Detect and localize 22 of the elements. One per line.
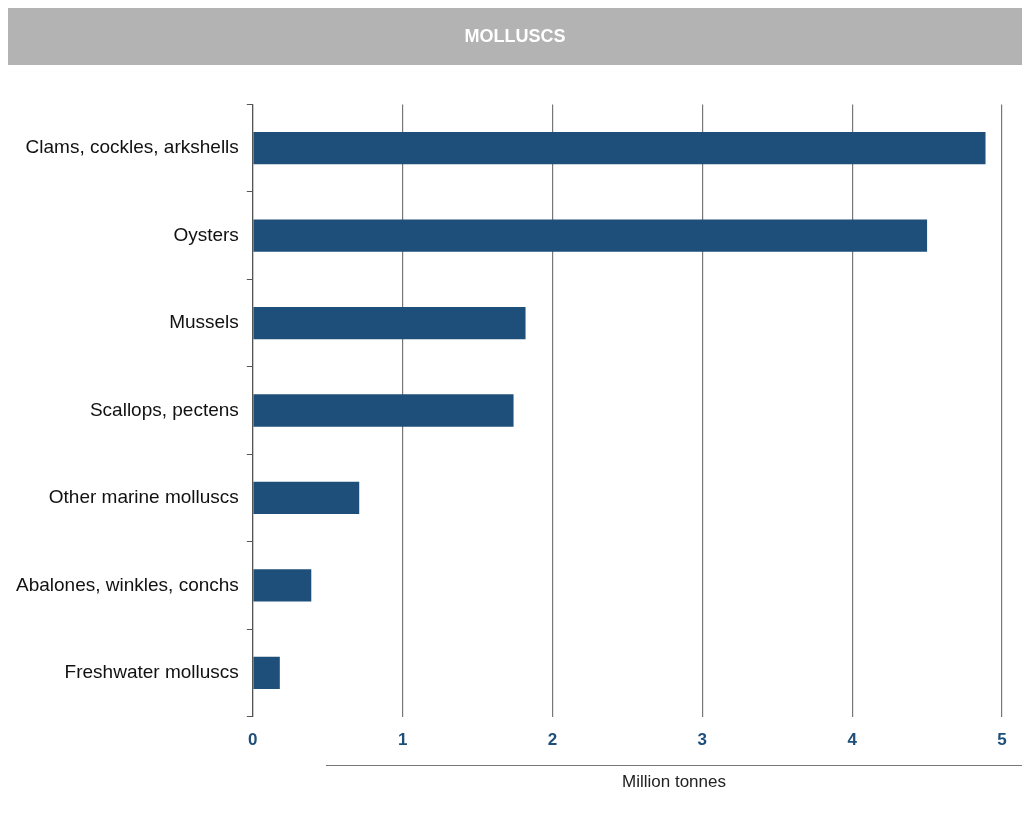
- y-tick-label: Scallops, pectens: [89, 398, 239, 420]
- x-tick-label: 2: [547, 730, 558, 750]
- y-tick-label: Clams, cockles, arkshells: [25, 136, 239, 158]
- chart-title: MOLLUSCS: [8, 8, 1022, 65]
- bar: [253, 306, 526, 340]
- y-tick-label: Freshwater molluscs: [64, 661, 239, 683]
- bar: [253, 219, 928, 252]
- y-tick-label: Mussels: [169, 311, 239, 333]
- y-tick-label: Other marine molluscs: [48, 486, 239, 508]
- bar: [253, 481, 360, 515]
- x-axis-title: Million tonnes: [326, 765, 1022, 792]
- x-tick-label: 5: [997, 730, 1007, 750]
- bar: [253, 656, 280, 690]
- y-tick-label: Abalones, winkles, conchs: [16, 573, 239, 595]
- bar: [253, 569, 312, 602]
- x-tick-label: 4: [847, 730, 858, 750]
- bar: [253, 394, 514, 427]
- x-tick-label: 3: [697, 730, 708, 750]
- y-tick-label: Oysters: [173, 223, 239, 245]
- x-tick-label: 0: [248, 730, 258, 750]
- bar: [253, 131, 986, 165]
- x-tick-label: 1: [397, 730, 408, 750]
